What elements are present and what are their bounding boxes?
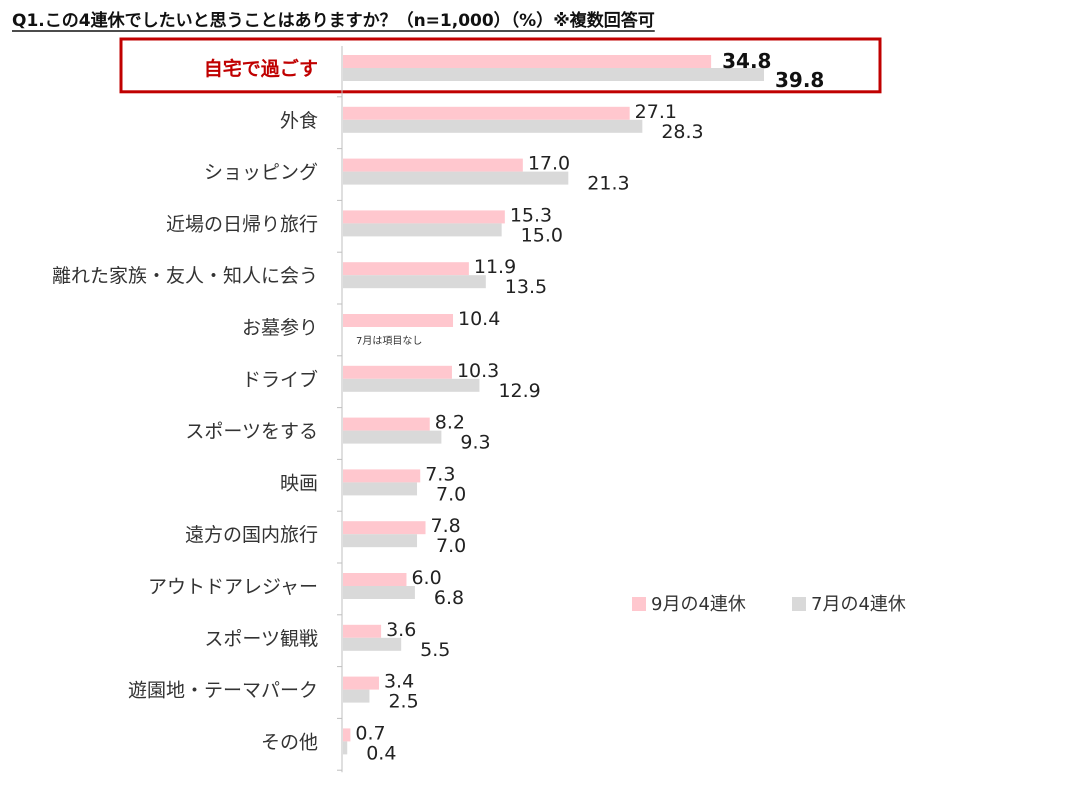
bar-jul-9 xyxy=(343,482,418,496)
value-label-sep: 6.0 xyxy=(411,567,441,589)
bar-jul-13 xyxy=(343,689,370,703)
value-label-jul: 21.3 xyxy=(587,173,629,195)
labels-layer: 自宅で過ごす 34.839.8 外食 27.128.3 ショッピング 17.0 21.3 近場… xyxy=(52,49,824,764)
category-label: ショッピング xyxy=(204,162,318,184)
bar-sep-2 xyxy=(343,106,630,120)
bar-sep-1 xyxy=(343,55,712,68)
value-label-sep: 3.6 xyxy=(386,619,416,641)
legend-label: 9月の4連休 xyxy=(651,594,746,615)
value-label-jul: 0.4 xyxy=(366,742,396,764)
value-label-jul: 6.8 xyxy=(434,587,464,609)
axis-layer xyxy=(337,46,343,773)
value-label-sep: 34.8 xyxy=(722,49,771,73)
category-label: 映画 xyxy=(280,472,318,494)
bar-sep-8 xyxy=(343,417,430,431)
bar-sep-10 xyxy=(343,521,426,535)
value-label-jul: 12.9 xyxy=(498,380,540,402)
bar-sep-13 xyxy=(343,676,379,690)
category-label: お墓参り xyxy=(242,317,318,339)
legend-label: 7月の4連休 xyxy=(811,594,906,615)
value-label-sep: 7.8 xyxy=(431,515,461,537)
value-label-sep: 10.3 xyxy=(457,360,499,382)
value-label-sep: 8.2 xyxy=(435,412,465,434)
legend-swatch xyxy=(632,597,646,611)
legend: 9月の4連休 7月の4連休 xyxy=(632,594,906,615)
legend-swatch xyxy=(792,597,806,611)
bar-sep-3 xyxy=(343,158,523,172)
bar-jul-1 xyxy=(343,68,764,81)
bar-jul-4 xyxy=(343,223,502,237)
category-label: アウトドアレジャー xyxy=(148,576,318,598)
bar-jul-10 xyxy=(343,534,418,548)
value-label-jul: 7.0 xyxy=(436,483,466,505)
category-label: 自宅で過ごす xyxy=(204,57,318,80)
category-label: ドライブ xyxy=(242,368,318,391)
category-label: 遠方の国内旅行 xyxy=(185,524,318,546)
value-label-sep: 7.3 xyxy=(425,463,455,485)
value-label-sep: 3.4 xyxy=(384,671,414,693)
bar-jul-3 xyxy=(343,171,569,185)
annotation-note: 7月は項目なし xyxy=(356,335,422,347)
legend-item-sep: 9月の4連休 xyxy=(632,594,746,615)
value-label-sep: 0.7 xyxy=(355,722,385,744)
value-label-sep: 27.1 xyxy=(635,101,677,123)
highlight-layer xyxy=(119,37,882,94)
category-label: 離れた家族・友人・知人に会う xyxy=(52,265,318,287)
bar-jul-12 xyxy=(343,637,402,651)
category-label: その他 xyxy=(261,731,318,753)
value-label-sep: 17.0 xyxy=(528,153,570,175)
category-label: 外食 xyxy=(280,110,318,132)
bar-jul-2 xyxy=(343,119,643,133)
bar-sep-6 xyxy=(343,314,454,327)
category-label: スポーツ観戦 xyxy=(204,628,318,650)
value-label-sep: 15.3 xyxy=(510,204,552,226)
bar-sep-9 xyxy=(343,469,421,483)
bar-jul-7 xyxy=(343,378,480,392)
chart-title: Q1.この4連休でしたいと思うことはありますか？（n=1,000）（%）※複数回… xyxy=(12,10,655,32)
bar-jul-5 xyxy=(343,275,486,289)
bar-sep-7 xyxy=(343,365,452,379)
category-label: 近場の日帰り旅行 xyxy=(166,213,318,235)
bar-sep-11 xyxy=(343,573,407,586)
bar-sep-12 xyxy=(343,624,382,638)
bar-jul-14 xyxy=(343,741,348,755)
legend-item-jul: 7月の4連休 xyxy=(792,594,906,615)
category-label: スポーツをする xyxy=(185,421,318,443)
value-label-jul: 13.5 xyxy=(505,276,547,298)
highlight-box xyxy=(119,37,882,94)
bar-sep-4 xyxy=(343,210,505,224)
bar-sep-5 xyxy=(343,262,469,276)
value-label-jul: 28.3 xyxy=(661,121,703,143)
value-label-sep: 11.9 xyxy=(474,256,516,278)
value-label-jul: 2.5 xyxy=(388,691,418,713)
bar-sep-14 xyxy=(343,728,351,742)
category-label: 遊園地・テーマパーク xyxy=(128,680,318,702)
bar-jul-11 xyxy=(343,586,415,599)
value-label-jul: 9.3 xyxy=(460,432,490,454)
value-label-jul: 7.0 xyxy=(436,535,466,557)
value-label-jul: 39.8 xyxy=(775,68,824,92)
value-label-jul: 5.5 xyxy=(420,639,450,661)
value-label-jul: 15.0 xyxy=(521,224,563,246)
value-label-sep: 10.4 xyxy=(458,308,500,330)
bars-layer xyxy=(343,55,764,755)
chart-title-text: Q1.この4連休でしたいと思うことはありますか？（n=1,000）（%）※複数回… xyxy=(12,10,655,31)
bar-jul-8 xyxy=(343,430,442,444)
